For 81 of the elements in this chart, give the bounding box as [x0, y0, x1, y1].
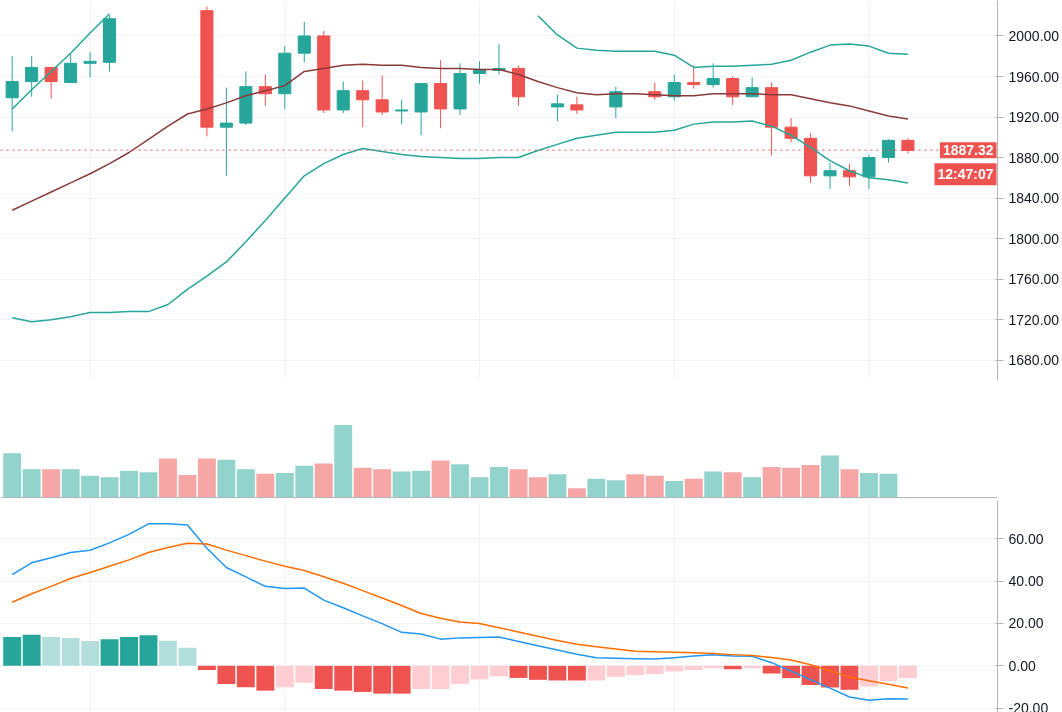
bar: [139, 635, 158, 666]
bar: [22, 634, 41, 666]
bar: [528, 477, 547, 498]
bar: [42, 637, 61, 666]
bar: [217, 459, 236, 498]
bar: [684, 478, 703, 498]
line-series: [11, 63, 909, 212]
y-tick-label: -20.00: [1008, 699, 1049, 712]
bar: [42, 469, 61, 498]
candlestick: [550, 94, 564, 122]
candlestick: [823, 162, 837, 190]
candlestick: [570, 96, 584, 115]
bar: [723, 472, 742, 498]
y-tick-label: 60.00: [1008, 530, 1044, 547]
bar: [801, 464, 820, 498]
line-series: [11, 542, 909, 689]
candlestick: [687, 64, 701, 90]
bar: [431, 460, 450, 498]
bar: [587, 665, 606, 681]
ref-line-label: 1887.32: [942, 142, 994, 159]
bar: [3, 453, 22, 498]
bar: [509, 665, 528, 678]
y-tick-label: 40.00: [1008, 573, 1044, 590]
y-tick-label: 1880.00: [1008, 149, 1060, 166]
bar: [3, 637, 22, 666]
text: 12:47:07: [937, 166, 994, 183]
bar: [256, 473, 275, 498]
bar: [509, 469, 528, 498]
bar: [704, 471, 723, 498]
bar: [236, 469, 255, 498]
candlestick: [25, 55, 39, 98]
candlestick: [726, 76, 740, 106]
bar: [139, 472, 158, 498]
candlestick: [44, 66, 58, 100]
bar: [22, 469, 41, 498]
candlestick: [609, 86, 623, 119]
bar: [334, 425, 353, 498]
candlestick: [336, 81, 350, 114]
candlestick: [64, 52, 78, 84]
candlestick: [356, 80, 370, 128]
bar: [743, 477, 762, 498]
y-tick-label: 1680.00: [1008, 352, 1060, 369]
y-tick-label: 1760.00: [1008, 271, 1060, 288]
bar: [567, 488, 586, 498]
line-series: [11, 523, 909, 701]
bar: [645, 475, 664, 498]
bar: [197, 458, 216, 498]
candlestick: [375, 74, 389, 116]
bar: [665, 480, 684, 498]
y-tick-label: 2000.00: [1008, 27, 1060, 44]
y-tick-label: 20.00: [1008, 615, 1044, 632]
bar: [587, 478, 606, 498]
bar: [490, 665, 508, 677]
bar: [314, 463, 333, 498]
candlestick: [297, 21, 311, 63]
bar: [451, 464, 470, 498]
y-tick-label: 1840.00: [1008, 190, 1060, 207]
bar: [898, 665, 917, 678]
candlestick: [862, 154, 876, 190]
candlestick: [83, 51, 97, 79]
bar: [840, 469, 859, 498]
bar: [490, 467, 508, 498]
bar: [412, 665, 431, 689]
y-tick-label: 1960.00: [1008, 68, 1060, 85]
bar: [470, 477, 489, 498]
candlestick: [219, 87, 233, 177]
bar: [626, 474, 645, 498]
line-series: [11, 120, 909, 323]
bar: [470, 665, 489, 680]
bar: [548, 474, 567, 498]
y-tick-label: 1920.00: [1008, 109, 1060, 126]
bar: [392, 665, 411, 694]
y-tick-label: 1800.00: [1008, 230, 1060, 247]
candlestick: [881, 138, 895, 164]
candlestick: [706, 62, 720, 89]
bar: [606, 480, 625, 498]
candlestick: [395, 99, 409, 125]
bar: [821, 455, 839, 498]
bar: [567, 665, 586, 681]
y-tick-label: 0.00: [1008, 657, 1036, 674]
y-tick-label: 1720.00: [1008, 311, 1060, 328]
